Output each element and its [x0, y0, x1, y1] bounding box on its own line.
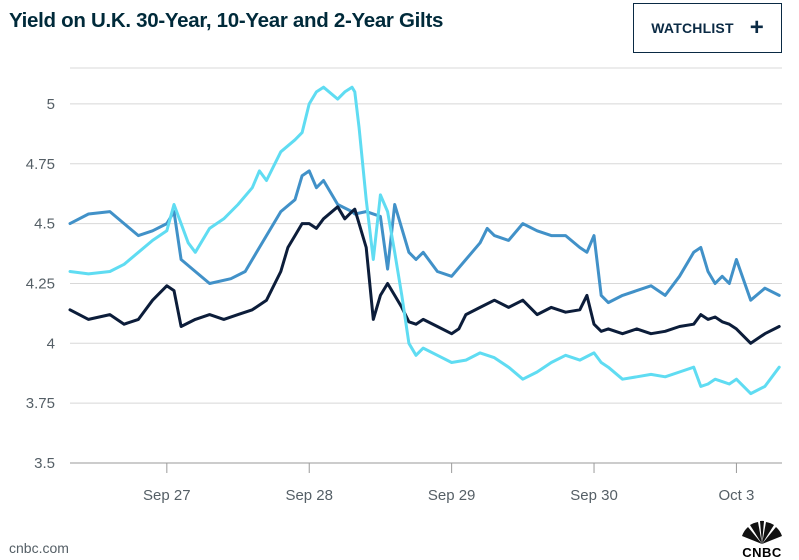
y-axis-ticks: 3.5 3.75 4 4.25 4.5 4.75 5	[26, 96, 55, 472]
x-tick-label: Sep 28	[285, 487, 333, 504]
series-lines	[68, 85, 781, 396]
source-label: cnbc.com	[9, 540, 69, 556]
x-axis: Sep 27 Sep 28 Sep 29 Sep 30 Oct 3	[143, 463, 754, 504]
y-tick-label: 3.75	[26, 395, 55, 412]
peacock-icon	[742, 520, 782, 544]
series-line-10-year	[68, 205, 781, 345]
y-tick-label: 4.5	[34, 216, 55, 233]
y-tick-label: 4.75	[26, 156, 55, 173]
x-tick-label: Sep 27	[143, 487, 191, 504]
x-tick-label: Sep 29	[428, 487, 476, 504]
series-line-30-year	[68, 169, 781, 305]
y-tick-label: 5	[47, 96, 55, 113]
gridlines	[70, 67, 782, 464]
cnbc-logo: CNBC	[733, 516, 791, 560]
x-tick-label: Oct 3	[719, 487, 755, 504]
watchlist-label: WATCHLIST	[651, 20, 734, 36]
plus-icon: +	[749, 14, 764, 41]
series-line-2-year	[68, 85, 781, 396]
watchlist-button[interactable]: WATCHLIST +	[633, 3, 782, 53]
logo-text: CNBC	[742, 545, 782, 560]
y-tick-label: 4	[47, 335, 55, 352]
y-tick-label: 4.25	[26, 275, 55, 292]
y-tick-label: 3.5	[34, 455, 55, 472]
x-tick-label: Sep 30	[570, 487, 618, 504]
chart-title: Yield on U.K. 30-Year, 10-Year and 2-Yea…	[9, 9, 444, 32]
